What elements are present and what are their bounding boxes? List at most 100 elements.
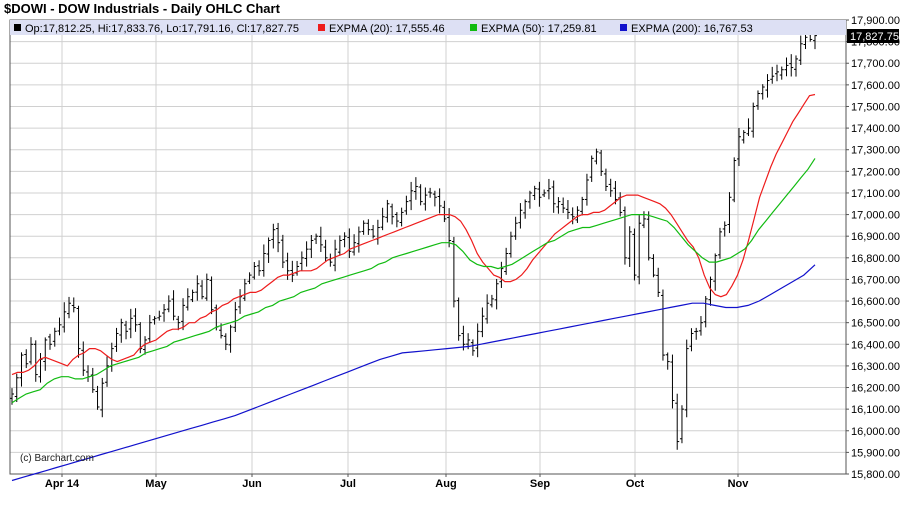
ohlc-bar bbox=[10, 388, 14, 405]
y-tick-label: 17,100.00 bbox=[851, 188, 900, 200]
ohlc-bar bbox=[356, 226, 361, 253]
ohlc-bar bbox=[637, 215, 642, 285]
ohlc-bar bbox=[779, 66, 784, 80]
ohlc-bar bbox=[485, 294, 490, 324]
legend-ema50-swatch bbox=[470, 24, 477, 31]
ohlc-bar bbox=[361, 220, 366, 235]
y-tick-label: 17,000.00 bbox=[851, 210, 900, 222]
ohlc-bar bbox=[261, 244, 266, 277]
ohlc-bar bbox=[394, 212, 399, 228]
ohlc-bar bbox=[599, 149, 604, 176]
ohlc-bar bbox=[798, 35, 803, 65]
ohlc-bar bbox=[432, 190, 437, 207]
ohlc-bar bbox=[670, 354, 675, 409]
y-tick-label: 17,700.00 bbox=[851, 58, 900, 70]
ohlc-bar bbox=[105, 356, 110, 387]
ohlc-bar bbox=[613, 181, 618, 205]
ohlc-bar bbox=[418, 184, 423, 206]
ohlc-bar bbox=[190, 289, 195, 303]
ohlc-bar bbox=[770, 66, 775, 84]
ohlc-bar bbox=[651, 254, 656, 278]
ema-line-50 bbox=[11, 158, 816, 404]
ohlc-bar bbox=[494, 278, 499, 310]
ohlc-bar bbox=[242, 278, 247, 301]
ohlc-bar bbox=[257, 260, 262, 276]
ohlc-bar bbox=[171, 290, 176, 321]
chart-title: $DOWI - DOW Industrials - Daily OHLC Cha… bbox=[4, 1, 280, 16]
ohlc-bar bbox=[347, 228, 352, 259]
y-tick-label: 16,000.00 bbox=[851, 426, 900, 438]
ohlc-bar bbox=[314, 233, 319, 245]
x-tick-label: Sep bbox=[530, 478, 550, 490]
ohlc-bar bbox=[527, 190, 532, 209]
ohlc-bar bbox=[266, 237, 271, 263]
ohlc-bar bbox=[399, 207, 404, 227]
ohlc-bar bbox=[114, 327, 119, 352]
ohlc-bar bbox=[774, 64, 779, 82]
ohlc-bar bbox=[437, 188, 442, 214]
ohlc-bar bbox=[423, 187, 428, 211]
legend-ohlc: Op:17,812.25, Hi:17,833.76, Lo:17,791.16… bbox=[25, 23, 299, 35]
ohlc-bar bbox=[181, 298, 186, 331]
ohlc-bar bbox=[751, 102, 756, 138]
y-tick-label: 17,600.00 bbox=[851, 80, 900, 92]
ohlc-bar bbox=[81, 341, 86, 376]
ohlc-bar bbox=[513, 216, 518, 240]
ohlc-bar bbox=[29, 337, 34, 365]
ohlc-bar bbox=[276, 222, 281, 253]
ohlc-bar bbox=[247, 272, 252, 284]
ohlc-bar bbox=[679, 405, 684, 444]
y-tick-label: 15,900.00 bbox=[851, 447, 900, 459]
ohlc-bar bbox=[456, 297, 461, 341]
ohlc-bar bbox=[14, 373, 19, 403]
ohlc-bar bbox=[342, 232, 347, 248]
ema-line-20 bbox=[11, 93, 816, 376]
ohlc-bar bbox=[461, 325, 466, 351]
y-tick-label: 16,200.00 bbox=[851, 383, 900, 395]
ohlc-bar bbox=[746, 118, 751, 137]
ohlc-bar bbox=[86, 365, 91, 382]
ohlc-bar bbox=[100, 377, 105, 418]
ohlc-bar bbox=[504, 247, 509, 275]
x-tick-label: Jul bbox=[340, 478, 356, 490]
ohlc-bar bbox=[166, 295, 171, 313]
ohlc-bar bbox=[717, 227, 722, 259]
ohlc-bar bbox=[24, 349, 29, 369]
ohlc-bar bbox=[147, 314, 152, 343]
ohlc-bar bbox=[584, 173, 589, 206]
y-axis: 15,800.00 15,900.00 16,000.00 16,100.00 16,2… bbox=[846, 15, 900, 481]
ohlc-bar bbox=[551, 180, 556, 213]
ohlc-bar bbox=[95, 385, 100, 410]
ohlc-bar bbox=[352, 234, 357, 256]
ohlc-bar bbox=[694, 327, 699, 340]
ohlc-bar bbox=[594, 148, 599, 165]
ohlc-bar bbox=[755, 90, 760, 110]
x-axis: Apr 14 May Jun Jul Aug Sep Oct Nov bbox=[45, 474, 749, 490]
ohlc-bar bbox=[133, 308, 138, 332]
ohlc-bar bbox=[318, 226, 323, 252]
ohlc-bar bbox=[684, 339, 689, 418]
x-tick-label: Oct bbox=[626, 478, 645, 490]
ohlc-bar bbox=[561, 197, 566, 214]
ohlc-bar bbox=[542, 189, 547, 198]
ohlc-bar bbox=[665, 352, 670, 370]
ohlc-bar bbox=[722, 221, 727, 237]
ohlc-bar bbox=[646, 211, 651, 261]
ohlc-bar bbox=[627, 226, 632, 267]
y-tick-label: 16,600.00 bbox=[851, 296, 900, 308]
ohlc-bar bbox=[90, 367, 95, 393]
ohlc-bar bbox=[209, 276, 214, 315]
ohlc-bar bbox=[480, 307, 485, 338]
ohlc-bar bbox=[290, 260, 295, 283]
ohlc-bar bbox=[152, 316, 157, 325]
ohlc-bar bbox=[523, 199, 528, 219]
y-tick-label: 16,500.00 bbox=[851, 318, 900, 330]
ohlc-bar bbox=[390, 203, 395, 225]
ohlc-bar bbox=[575, 206, 580, 223]
watermark: (c) Barchart.com bbox=[20, 453, 94, 464]
ohlc-bar bbox=[200, 280, 205, 300]
ohlc-bar bbox=[703, 296, 708, 328]
ohlc-bar bbox=[589, 155, 594, 182]
ohlc-bar bbox=[323, 239, 328, 262]
